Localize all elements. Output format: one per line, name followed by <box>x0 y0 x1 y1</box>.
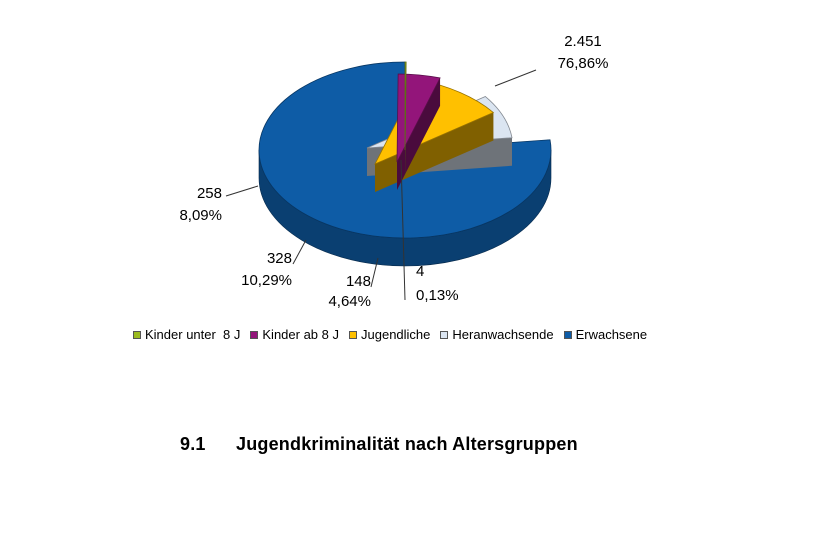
legend-swatch-3 <box>440 330 449 339</box>
legend-swatch-4 <box>563 330 572 339</box>
caption-number: 9.1 <box>180 434 206 454</box>
legend-swatch-2 <box>349 330 357 339</box>
leader-line-1 <box>370 257 379 288</box>
pie-slice-1 <box>396 73 441 190</box>
legend-item-0: Kinder unter 8 J <box>133 327 240 342</box>
legend-item-4: Erwachsene <box>563 327 648 342</box>
data-label-value-2: 328 <box>267 250 292 267</box>
data-label-value-4: 2.451 <box>564 33 602 50</box>
legend-label-2: Jugendliche <box>361 327 431 342</box>
leader-line-0 <box>400 159 406 301</box>
data-label-value-3: 258 <box>197 185 222 202</box>
data-label-percent-0: 0,13% <box>416 287 459 304</box>
legend-label-0: Kinder unter 8 J <box>145 327 241 342</box>
legend-item-3: Heranwachsende <box>440 327 554 342</box>
legend-item-1: Kinder ab 8 J <box>250 327 339 342</box>
pie-chart: 4 0,13% 148 4,64% 328 10,29% 258 8,09% 2.451 76,8… <box>179 33 609 310</box>
leader-line-2 <box>292 239 307 265</box>
legend-item-2: Jugendliche <box>349 327 430 342</box>
legend-label-3: Heranwachsende <box>452 327 554 342</box>
data-label-percent-3: 8,09% <box>179 207 222 224</box>
leader-line-3 <box>225 185 259 197</box>
data-label-value-1: 148 <box>346 273 371 290</box>
data-label-percent-2: 10,29% <box>241 272 292 289</box>
legend-swatch-0 <box>133 330 141 339</box>
caption-title: Jugendkriminalität nach Altersgruppen <box>236 434 578 454</box>
legend-swatch-1 <box>250 330 259 339</box>
data-label-percent-4: 76,86% <box>558 55 609 72</box>
legend-label-1: Kinder ab 8 J <box>262 327 339 342</box>
legend-label-4: Erwachsene <box>575 327 648 342</box>
data-label-percent-1: 4,64% <box>328 293 371 310</box>
leader-line-4 <box>494 69 537 87</box>
data-label-value-0: 4 <box>416 263 424 280</box>
legend: Kinder unter 8 J Kinder ab 8 J Jugendliche… <box>133 327 657 342</box>
pie-slice-0 <box>404 61 407 178</box>
figure-caption: 9.1 Jugendkriminalität nach Altersgruppen <box>180 434 578 455</box>
